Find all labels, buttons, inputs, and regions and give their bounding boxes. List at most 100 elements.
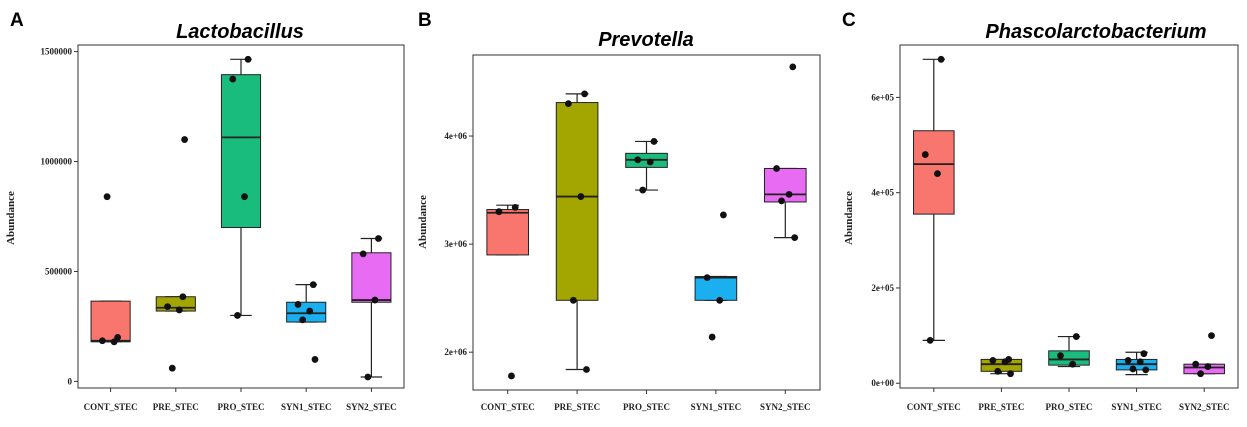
panel-a-data-point — [359, 250, 367, 258]
panel-a-data-point — [309, 281, 317, 289]
panel-b-data-point — [581, 90, 588, 98]
panel-b-category-label: PRE_STEC — [554, 402, 600, 412]
panel-c-box-pro_stec — [1048, 350, 1090, 366]
panel-c-data-point — [1142, 366, 1150, 374]
panel-b-data-point — [564, 100, 572, 108]
panel-a-data-point — [175, 306, 183, 314]
panel-b-data-point — [773, 165, 780, 172]
panel-c-y-axis-title: Abundance — [843, 191, 855, 245]
panel-a-data-point — [103, 193, 111, 201]
panel-a-data-point — [229, 75, 237, 83]
panel-a-box-syn1_stec — [286, 301, 327, 323]
panel-c-data-point — [926, 336, 934, 344]
panel-a-box-syn2_stec — [351, 252, 392, 303]
panel-a-category-label: SYN1_STEC — [281, 402, 332, 412]
panel-a-data-point — [364, 373, 372, 381]
panel-c-category-label: PRO_STEC — [1045, 402, 1092, 412]
panel-a-data-point — [375, 235, 382, 242]
panel-a-data-point — [98, 337, 106, 345]
panel-b-letter: B — [418, 10, 432, 31]
panel-c-data-point — [1057, 352, 1064, 360]
panel-b-ytick-label: 4e+06 — [444, 131, 467, 141]
panel-a-data-point — [311, 356, 319, 363]
panel-b-data-point — [716, 296, 724, 304]
panel-b-data-point — [708, 333, 716, 341]
panel-b-data-point — [508, 372, 515, 380]
panel-c-data-point — [1204, 363, 1212, 370]
panel-a-data-point — [241, 193, 248, 201]
panel-c-ytick-label: 2e+05 — [871, 283, 894, 293]
panel-c-data-point — [937, 55, 945, 63]
panel-a-category-label: PRO_STEC — [217, 402, 264, 412]
panel-c-category-label: PRE_STEC — [978, 402, 1024, 412]
panel-a-data-point — [299, 316, 307, 324]
panel-b-title: Prevotella — [598, 29, 694, 51]
panel-a-data-point — [110, 338, 118, 346]
panel-b-category-label: SYN1_STEC — [691, 402, 742, 412]
panel-a-ytick-label: 1000000 — [41, 157, 73, 167]
panel-b-data-point — [785, 191, 793, 198]
panel-c-data-point — [994, 367, 1002, 375]
panel-c-ytick-label: 4e+05 — [871, 188, 894, 198]
panel-c-category-label: SYN1_STEC — [1111, 402, 1162, 412]
panel-b-data-point — [639, 186, 647, 194]
panel-b-category-label: PRO_STEC — [623, 402, 670, 412]
panel-c-data-point — [1197, 370, 1204, 378]
panel-b-y-axis-title: Abundance — [417, 195, 429, 249]
panel-a-ytick-label: 0 — [68, 376, 73, 386]
panel-a-category-label: SYN2_STEC — [346, 402, 397, 412]
panel-b-ytick-label: 3e+06 — [444, 239, 467, 249]
panel-a-data-point — [168, 364, 176, 372]
panel-a-title: Lactobacillus — [176, 21, 304, 43]
panel-c-data-point — [1007, 370, 1014, 378]
panel-b-box-syn2_stec — [763, 167, 807, 203]
panel-a-category-label: CONT_STEC — [84, 402, 138, 412]
panel-c-data-point — [1140, 350, 1148, 358]
panel-c-data-point — [1192, 360, 1200, 368]
panel-c-box-syn2_stec — [1183, 363, 1225, 375]
panel-c-data-point — [1136, 358, 1144, 366]
panel-a-data-point — [181, 136, 189, 143]
panel-c-title: Phascolarctobacterium — [985, 21, 1206, 43]
panel-b-category-label: SYN2_STEC — [760, 402, 811, 412]
panel-b-data-point — [634, 156, 642, 164]
panel-b-data-point — [650, 138, 658, 145]
panel-c-box-cont_stec — [913, 130, 955, 215]
panel-a-data-point — [294, 301, 302, 308]
panel-b-data-point — [791, 234, 799, 242]
panel-a-box-pro_stec — [220, 74, 262, 228]
panel-c-data-point — [934, 170, 941, 178]
panel-a-box-pre_stec — [155, 296, 196, 312]
panel-a-data-point — [371, 296, 379, 304]
panel-a-data-point — [244, 55, 252, 63]
panel-b-data-point — [778, 197, 785, 205]
panel-a-box-cont_stec — [90, 300, 131, 343]
panel-a-data-point — [306, 307, 314, 315]
panel-a-data-point — [164, 303, 171, 311]
panel-c-data-point — [1124, 356, 1132, 364]
panel-c-box-pre_stec — [980, 358, 1023, 372]
panel-a-data-point — [179, 293, 187, 301]
panel-c-category-label: CONT_STEC — [907, 402, 961, 412]
panel-a-letter: A — [10, 10, 24, 31]
panel-b-ytick-label: 2e+06 — [444, 347, 467, 357]
panel-a-ytick-label: 1500000 — [41, 47, 73, 57]
panel-c-data-point — [921, 151, 929, 158]
panel-c-ytick-label: 0e+00 — [871, 378, 894, 388]
panel-c-ytick-label: 6e+05 — [871, 92, 894, 102]
panel-c-data-point — [1072, 333, 1080, 340]
panel-b-data-point — [569, 296, 577, 304]
panel-b-box-cont_stec — [486, 209, 530, 256]
panel-b-box-pre_stec — [555, 102, 599, 301]
panel-a-data-point — [234, 312, 241, 319]
panel-b-data-point — [703, 274, 711, 282]
panel-a-ytick-label: 500000 — [45, 266, 73, 276]
panel-a-y-axis-title: Abundance — [5, 191, 17, 245]
panel-c-data-point — [1069, 360, 1077, 368]
panel-c-data-point — [1001, 358, 1009, 366]
panel-c-letter: C — [842, 10, 856, 31]
panel-b-data-point — [646, 158, 654, 166]
panel-b-data-point — [511, 203, 519, 211]
panel-b-data-point — [495, 208, 503, 216]
